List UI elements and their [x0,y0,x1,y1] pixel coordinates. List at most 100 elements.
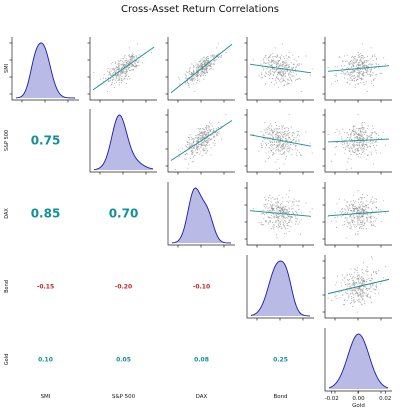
scatter-point [347,136,349,138]
scatter-point [363,291,365,293]
scatter-point [220,138,223,140]
scatter-point [286,212,288,214]
scatter-point [271,133,273,135]
scatter-point [114,71,116,73]
scatter-point [360,289,362,291]
scatter-point [200,142,202,144]
scatter-point [370,152,373,154]
scatter-point [370,275,372,277]
scatter-point [362,205,364,207]
scatter-point [286,64,288,66]
scatter-point [128,67,130,69]
scatter-point [348,147,350,149]
scatter-point [331,160,333,162]
scatter-point [124,64,126,66]
scatter-point [363,84,365,86]
scatter-point [273,152,275,154]
scatter-point [188,69,191,71]
scatter-point [131,57,133,59]
scatter-point [281,148,283,150]
scatter-point [361,126,363,129]
scatter-point [358,301,360,303]
scatter-point [120,59,122,62]
scatter-point [370,80,372,82]
scatter-point [358,282,360,284]
scatter-point [200,146,202,148]
scatter-point [205,71,207,74]
scatter-point [349,83,351,85]
scatter-point [357,221,359,223]
scatter-point [370,69,373,71]
scatter-point [362,129,364,131]
scatter-point [277,87,279,89]
scatter-point [345,61,347,63]
scatter-point [351,299,353,302]
scatter-point [361,194,364,196]
scatter-point [347,161,349,163]
scatter-point [130,58,132,60]
scatter-point [362,150,364,152]
scatter-point [280,81,282,83]
scatter-point [272,129,274,132]
scatter-point [204,71,206,73]
scatter-point [263,62,265,64]
scatter-point [207,139,209,141]
scatter-point [273,62,275,64]
scatter-point [261,140,264,142]
scatter-point [366,271,368,273]
scatter-point [354,268,356,270]
scatter-point [358,72,361,74]
scatter-point [362,78,364,80]
scatter-point [359,208,361,210]
scatter-point [206,56,208,58]
scatter-point [358,218,360,220]
scatter-point [265,76,267,78]
scatter-point [354,202,356,204]
scatter-point [360,70,362,73]
scatter-point [281,211,283,213]
scatter-point [305,131,307,133]
scatter-point [349,143,351,145]
scatter-point [361,288,363,290]
scatter-point [285,66,287,68]
scatter-point [297,200,300,202]
scatter-point [270,58,272,60]
scatter-point [201,128,203,130]
scatter-point [343,223,346,226]
scatter-point [119,74,121,76]
scatter-point [200,72,202,74]
scatter-point [192,139,194,141]
scatter-point [290,72,292,74]
scatter-point [185,71,187,73]
scatter-point [342,128,344,130]
scatter-point [369,140,371,143]
corr-label-4-1: 0.05 [116,357,131,364]
scatter-point [277,150,279,152]
scatter-point [282,72,284,74]
scatter-point [369,287,371,290]
scatter-point [271,65,274,67]
scatter-point [363,127,365,129]
scatter-point [198,134,200,136]
scatter-point [274,134,276,136]
scatter-point [349,283,351,285]
scatter-point [362,73,364,75]
scatter-point [270,209,272,211]
scatter-point [353,77,355,79]
corr-label-4-3: 0.25 [273,357,288,364]
scatter-point [286,143,288,145]
scatter-point [335,226,338,228]
regression-line [327,65,390,72]
scatter-point [212,142,214,144]
scatter-point [283,57,286,59]
scatter-point [278,210,280,212]
scatter-point [280,146,282,148]
scatter-point [346,146,348,148]
scatter-point [358,224,360,226]
scatter-point [115,75,117,77]
scatter-point [125,68,127,70]
scatter-point [142,62,144,64]
scatter-point [281,143,284,145]
scatter-point [282,125,284,127]
